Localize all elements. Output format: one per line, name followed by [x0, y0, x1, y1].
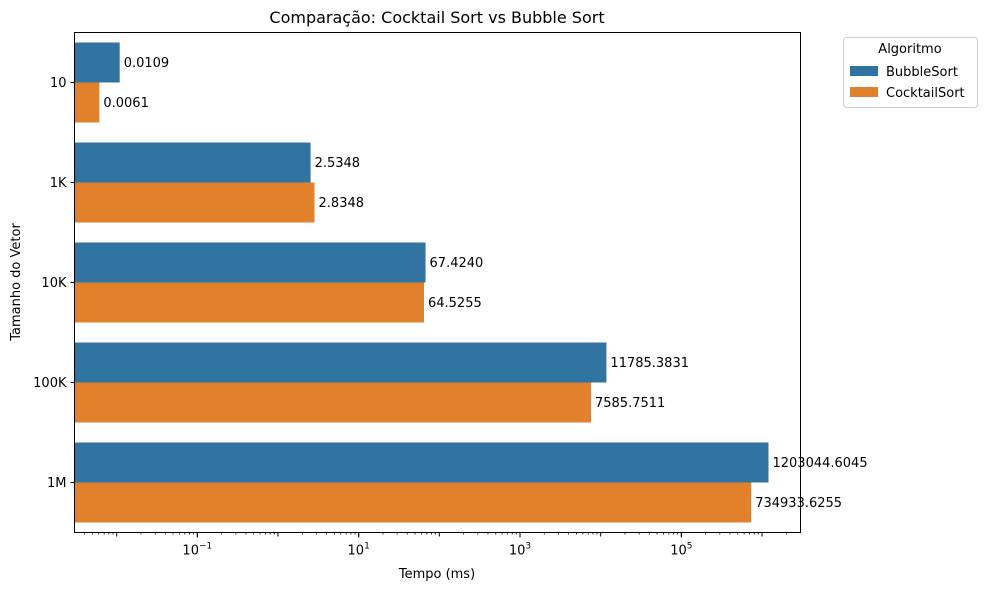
bars-layer: [74, 42, 769, 523]
data-label: 64.5255: [428, 296, 482, 311]
chart-title: Comparação: Cocktail Sort vs Bubble Sort: [269, 8, 604, 27]
legend-label-bubblesort: BubbleSort: [886, 65, 958, 80]
data-label: 7585.7511: [595, 396, 665, 411]
y-tick-label: 1K: [50, 176, 67, 191]
y-tick-label: 10: [50, 76, 67, 91]
data-label: 2.8348: [319, 196, 365, 211]
y-tick-label: 100K: [33, 376, 67, 391]
legend-swatch-cocktailsort: [850, 87, 878, 97]
x-tick-label: 10−1: [182, 542, 212, 559]
bar-bubblesort-1m: [74, 442, 769, 483]
bar-cocktailsort-1k: [74, 182, 315, 223]
bar-cocktailsort-10k: [74, 282, 424, 323]
data-label: 734933.6255: [755, 496, 842, 511]
bar-bubblesort-10k: [74, 242, 426, 283]
x-tick-label: 103: [509, 542, 531, 559]
bar-cocktailsort-1m: [74, 482, 752, 523]
x-tick-label: 105: [670, 542, 692, 559]
legend-title: Algoritmo: [878, 42, 941, 57]
data-label: 0.0061: [103, 96, 148, 111]
bar-cocktailsort-10: [74, 82, 100, 123]
y-tick-label: 1M: [47, 476, 67, 491]
legend-label-cocktailsort: CocktailSort: [886, 86, 965, 101]
data-labels-layer: 0.0109 2.5348 67.4240 11785.3831 1203044.604…: [103, 56, 867, 511]
y-axis: 10 1K 10K 100K 1M: [33, 76, 75, 491]
y-tick-label: 10K: [41, 276, 67, 291]
legend: Algoritmo BubbleSort CocktailSort: [843, 37, 978, 108]
x-axis: 10−1 101 103 105: [84, 532, 787, 559]
bar-bubblesort-100k: [74, 342, 607, 383]
bar-bubblesort-10: [74, 42, 120, 83]
data-label: 0.0109: [124, 56, 170, 71]
legend-swatch-bubblesort: [850, 66, 878, 76]
data-label: 1203044.6045: [772, 456, 867, 471]
bar-cocktailsort-100k: [74, 382, 591, 423]
x-axis-label: Tempo (ms): [398, 567, 475, 582]
y-axis-label: Tamanho do Vetor: [9, 223, 24, 342]
data-label: 2.5348: [315, 156, 361, 171]
bar-bubblesort-1k: [74, 142, 311, 183]
data-label: 11785.3831: [610, 356, 689, 371]
x-tick-label: 101: [348, 542, 370, 559]
data-label: 67.4240: [430, 256, 484, 271]
